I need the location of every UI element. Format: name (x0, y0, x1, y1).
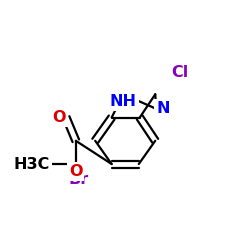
Text: N: N (156, 101, 170, 116)
Text: Br: Br (68, 172, 88, 187)
Text: NH: NH (110, 94, 137, 109)
Text: H3C: H3C (13, 156, 50, 172)
Text: O: O (69, 164, 82, 179)
Text: Cl: Cl (171, 66, 188, 80)
Text: O: O (52, 110, 66, 125)
